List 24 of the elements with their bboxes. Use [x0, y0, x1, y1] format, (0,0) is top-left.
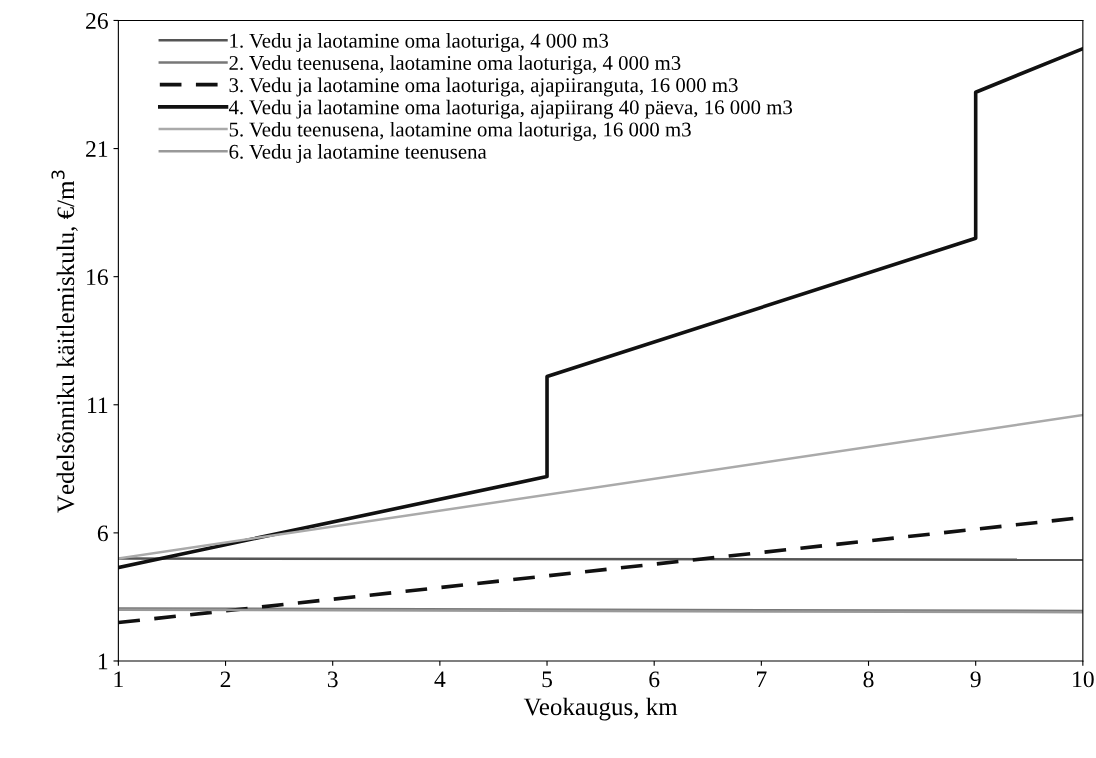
y-tick-label: 21 [86, 141, 108, 157]
y-tick-label: 11 [88, 397, 108, 413]
x-tick-label: 5 [542, 671, 553, 688]
x-tick-label: 6 [649, 671, 660, 688]
y-tick-label: 6 [97, 525, 108, 542]
x-tick-label: 9 [970, 671, 981, 688]
y-axis-title: Vedelsõnniku käitlemiskulu, €/m$^{3}$ [51, 170, 78, 513]
x-axis-title: Veokaugus, km [523, 697, 678, 721]
x-tick-label: 8 [863, 671, 874, 688]
legend-label: 2. Vedu teenusena, laotamine oma laoturiga, 4 000 m3 [229, 55, 681, 75]
legend-label: 6. Vedu ja laotamine teenusena [229, 144, 487, 164]
y-tick-label: 1 [98, 653, 108, 670]
legend-label: 4. Vedu ja laotamine oma laoturiga, ajapiirang 40 päeva, 16 000 m3 [228, 99, 793, 119]
x-tick-label: 2 [220, 671, 231, 688]
x-tick-label: 10 [1073, 671, 1094, 688]
legend-label: 3. Vedu ja laotamine oma laoturiga, ajapiiranguta, 16 000 m3 [229, 77, 738, 97]
y-tick-label: 16 [87, 269, 108, 286]
x-tick-label: 4 [434, 671, 446, 688]
x-tick-label: 1 [114, 671, 123, 688]
y-tick-label: 26 [86, 13, 108, 29]
legend-label: 5. Vedu teenusena, laotamine oma laoturiga, 16 000 m3 [229, 121, 691, 141]
x-tick-label: 7 [757, 671, 767, 688]
x-tick-label: 3 [327, 671, 338, 688]
legend-label: 1. Vedu ja laotamine oma laoturiga, 4 000 m3 [230, 33, 609, 53]
